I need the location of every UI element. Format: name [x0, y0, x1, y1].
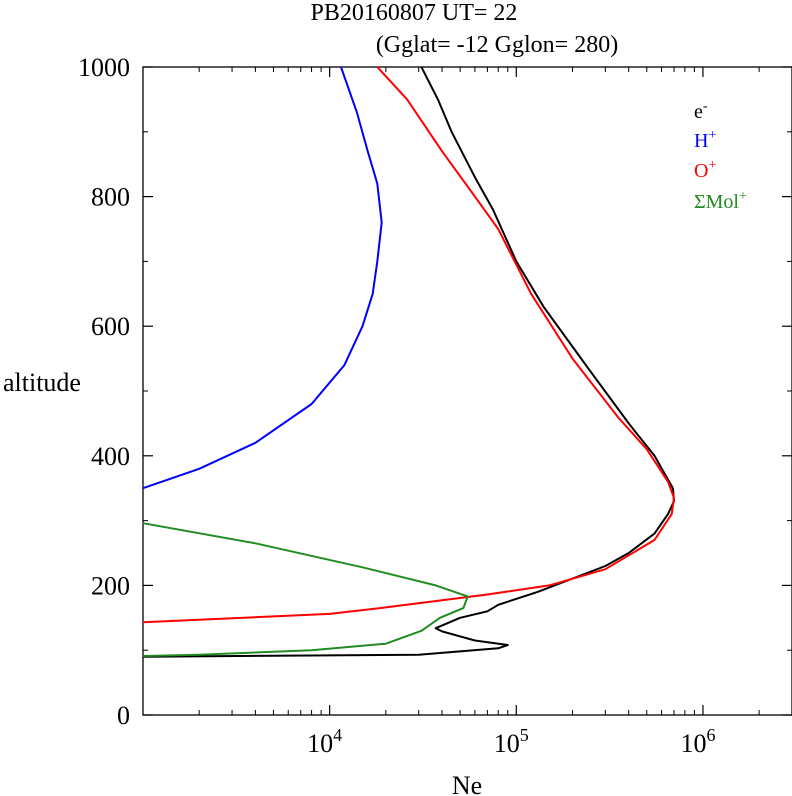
chart-title-line2: (Gglat= -12 Gglon= 280)	[376, 32, 618, 58]
series-line-mol	[142, 522, 469, 657]
y-tick-label: 0	[117, 701, 130, 730]
x-tick-exponent: 5	[520, 725, 529, 745]
x-tick-base: 10	[494, 729, 520, 758]
y-axis-label: altitude	[3, 368, 81, 397]
y-tick-label: 800	[91, 183, 130, 212]
y-tick-label: 1000	[78, 53, 130, 82]
x-tick-label: 104	[307, 725, 342, 758]
series-line-o	[142, 66, 675, 624]
x-tick-exponent: 6	[706, 725, 715, 745]
x-tick-exponent: 4	[333, 725, 342, 745]
chart-title-line1: PB20160807 UT= 22	[311, 0, 518, 26]
series-line-e	[142, 66, 675, 658]
legend-entry: ΣMol+	[694, 189, 747, 213]
y-tick-label: 400	[91, 442, 130, 471]
series-line-h	[142, 66, 383, 490]
x-tick-label: 105	[494, 725, 529, 758]
y-tick-label: 600	[91, 312, 130, 341]
x-axis-label: Ne	[452, 771, 482, 796]
legend-entry: O+	[694, 158, 716, 182]
x-tick-label: 106	[680, 725, 715, 758]
legend-entry: e-	[694, 99, 708, 123]
x-tick-base: 10	[680, 729, 706, 758]
legend-entry: H+	[694, 128, 716, 152]
y-tick-label: 200	[91, 571, 130, 600]
x-tick-base: 10	[307, 729, 333, 758]
